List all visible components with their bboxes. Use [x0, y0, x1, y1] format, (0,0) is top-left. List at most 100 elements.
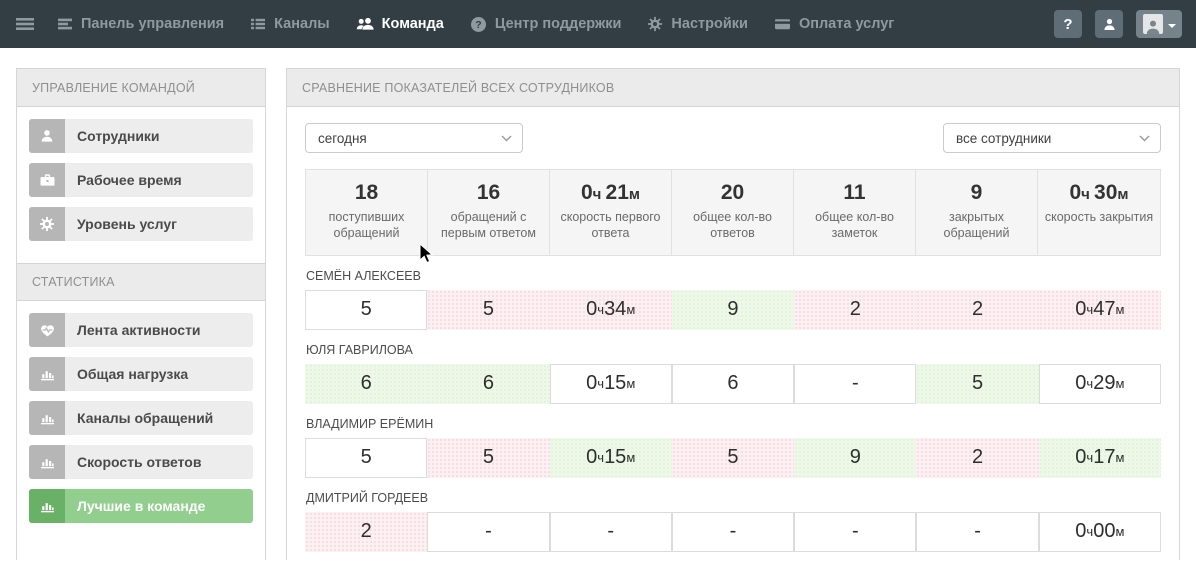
sidebar-section: СТАТИСТИКА Лента активности Общая нагрузка… — [17, 263, 265, 545]
nav-item-billing[interactable]: Оплата услуг — [761, 0, 907, 48]
employee-name: ЮЛЯ ГАВРИЛОВА — [306, 342, 413, 357]
help-button[interactable]: ? — [1054, 10, 1082, 38]
main-body: сегодня все сотрудники 18 поступивших обр… — [287, 107, 1179, 568]
sidebar-section-title: СТАТИСТИКА — [17, 263, 265, 301]
table-cell: 5 — [305, 437, 428, 478]
table-cell: 6 — [427, 363, 550, 404]
sidebar: УПРАВЛЕНИЕ КОМАНДОЙ Сотрудники Рабочее вре… — [16, 68, 266, 560]
sidebar-item-service-level[interactable]: Уровень услуг — [29, 207, 253, 241]
caret-down-icon — [1167, 24, 1176, 32]
table-cell: - — [671, 511, 795, 552]
sidebar-item-label: Уровень услуг — [77, 216, 177, 232]
employee-group: ДМИТРИЙ ГОРДЕЕВ 2- - - - -0 ч 00 м — [305, 491, 1161, 552]
sidebar-section-title: УПРАВЛЕНИЕ КОМАНДОЙ — [17, 69, 265, 107]
summary-stat: 11 общее кол-во заметок — [794, 170, 916, 255]
table-cell: 2 — [794, 289, 917, 330]
summary-stat: 0ч 30м скорость закрытия — [1038, 170, 1160, 255]
period-select-value: сегодня — [318, 130, 367, 146]
nav-item-support-center[interactable]: ? Центр поддержки — [457, 0, 635, 48]
summary-stat-label: скорость первого ответа — [560, 210, 661, 241]
sidebar-item-label: Скорость ответов — [77, 454, 202, 470]
sidebar-section-items: Сотрудники Рабочее время Уровень услуг — [17, 107, 265, 263]
nav-items: Панель управления Каналы Команда? Центр под… — [44, 0, 907, 48]
table-cell: 6 — [305, 363, 428, 404]
table-cell: 5 — [671, 437, 795, 478]
user-icon — [29, 119, 65, 153]
help-icon: ? — [470, 16, 487, 33]
employee-group: СЕМЁН АЛЕКСЕЕВ 5 5 0 ч 34 м 9 2 2 0 ч 47 м — [305, 269, 1161, 330]
summary-stat-label: обращений с первым ответом — [441, 210, 536, 241]
svg-text:?: ? — [475, 19, 481, 31]
gear-icon — [29, 207, 65, 241]
nav-item-label: Центр поддержки — [494, 16, 622, 32]
navbar-right: ? — [1054, 10, 1182, 38]
chevron-down-icon — [1139, 135, 1150, 142]
user-icon — [1102, 17, 1117, 32]
nav-item-dashboard[interactable]: Панель управления — [44, 0, 237, 48]
employee-comparison-table: СЕМЁН АЛЕКСЕЕВ 5 5 0 ч 34 м 9 2 2 0 ч 47 м ЮЛЯ ГАВРИ… — [305, 269, 1161, 552]
bar-chart-icon — [29, 357, 65, 391]
employees-select-value: все сотрудники — [956, 130, 1052, 146]
menu-icon[interactable] — [16, 16, 34, 32]
summary-stat: 16 обращений с первым ответом — [428, 170, 550, 255]
summary-stat-label: закрытых обращений — [943, 210, 1010, 241]
sidebar-item-activity-feed[interactable]: Лента активности — [29, 313, 253, 347]
sidebar-item-employees[interactable]: Сотрудники — [29, 119, 253, 153]
top-navbar: Панель управления Каналы Команда? Центр под… — [0, 0, 1196, 48]
summary-stat-value: 9 — [970, 181, 983, 204]
sidebar-item-label: Лучшие в команде — [77, 498, 206, 514]
sidebar-item-request-channels[interactable]: Каналы обращений — [29, 401, 253, 435]
sidebar-item-working-hours[interactable]: Рабочее время — [29, 163, 253, 197]
dashboard-icon — [57, 16, 73, 32]
summary-stat-value: 20 — [720, 181, 745, 204]
employee-group: ВЛАДИМИР ЕРЁМИН 5 5 0 ч 15 м 5 9 2 0 ч 17 м — [305, 417, 1161, 478]
nav-item-channels[interactable]: Каналы — [237, 0, 343, 48]
table-cell: 5 — [916, 363, 1039, 404]
table-cell: 6 — [671, 363, 795, 404]
filters-row: сегодня все сотрудники — [305, 123, 1161, 153]
table-cell: - — [549, 511, 672, 552]
sidebar-item-label: Каналы обращений — [77, 410, 214, 426]
employee-name: ВЛАДИМИР ЕРЁМИН — [306, 416, 434, 431]
bar-chart-icon — [29, 401, 65, 435]
account-menu-button[interactable] — [1136, 10, 1182, 38]
table-cell: 2 — [916, 437, 1039, 478]
employees-select[interactable]: все сотрудники — [943, 123, 1161, 153]
nav-item-team[interactable]: Команда — [343, 0, 457, 48]
bar-chart-icon — [29, 445, 65, 479]
table-cell: 9 — [671, 289, 795, 330]
sidebar-item-label: Лента активности — [77, 322, 201, 338]
sidebar-item-label: Рабочее время — [77, 172, 182, 188]
nav-item-label: Каналы — [274, 16, 330, 32]
sidebar-item-team-best[interactable]: Лучшие в команде — [29, 489, 253, 523]
summary-stat-label: скорость закрытия — [1044, 210, 1154, 224]
main-panel: СРАВНЕНИЕ ПОКАЗАТЕЛЕЙ ВСЕХ СОТРУДНИКОВ с… — [286, 68, 1180, 560]
table-cell: - — [427, 511, 550, 552]
channels-icon — [250, 16, 266, 32]
period-select[interactable]: сегодня — [305, 123, 523, 153]
table-cell: 2 — [305, 511, 428, 552]
nav-item-label: Настройки — [671, 16, 748, 32]
billing-icon — [774, 16, 791, 32]
sidebar-item-total-load[interactable]: Общая нагрузка — [29, 357, 253, 391]
nav-item-settings[interactable]: Настройки — [634, 0, 761, 48]
employee-name: СЕМЁН АЛЕКСЕЕВ — [306, 268, 421, 283]
sidebar-item-response-speed[interactable]: Скорость ответов — [29, 445, 253, 479]
summary-stat: 20 общее кол-во ответов — [672, 170, 794, 255]
summary-stat-value: 18 — [354, 181, 379, 204]
table-cell: 9 — [794, 437, 917, 478]
employee-name: ДМИТРИЙ ГОРДЕЕВ — [306, 490, 429, 505]
table-cell: 2 — [916, 289, 1039, 330]
user-button[interactable] — [1095, 10, 1123, 38]
sidebar-item-label: Сотрудники — [77, 128, 160, 144]
table-cell: - — [794, 363, 917, 404]
summary-stat-label: общее кол-во ответов — [693, 210, 772, 241]
